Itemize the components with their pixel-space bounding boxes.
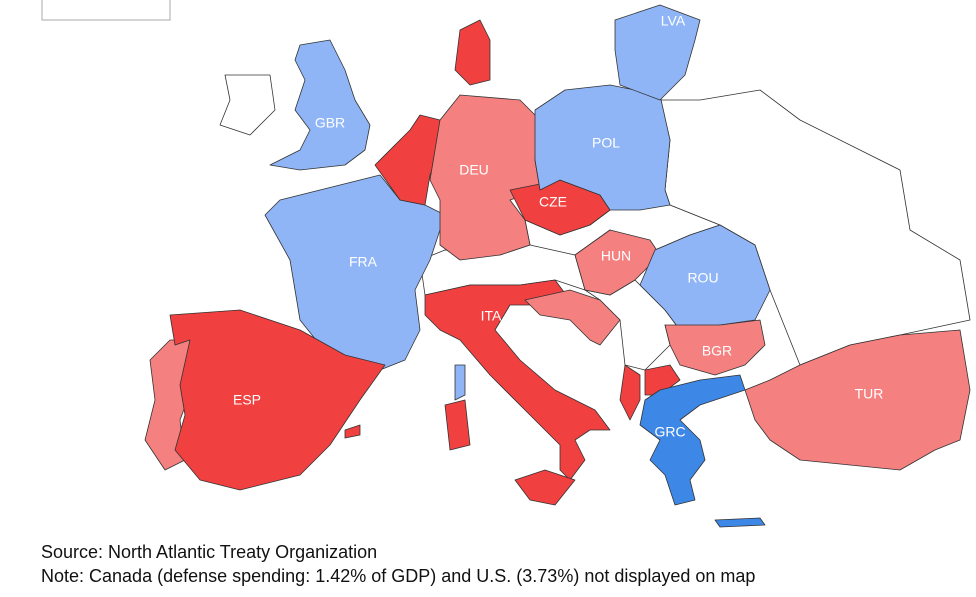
country-label: POL xyxy=(592,135,620,151)
country xyxy=(744,329,971,471)
country xyxy=(264,174,446,371)
country-label: CZE xyxy=(539,194,567,210)
country xyxy=(169,309,386,491)
country xyxy=(619,364,641,421)
country-label: LVA xyxy=(661,13,686,29)
country-label: GRC xyxy=(654,424,685,440)
country-label: DEU xyxy=(459,162,489,178)
country xyxy=(534,84,671,211)
country-label: FRA xyxy=(349,254,378,270)
country-label: ROU xyxy=(687,270,718,286)
country xyxy=(639,224,771,331)
country xyxy=(614,4,701,101)
country xyxy=(219,74,276,136)
island xyxy=(714,517,766,528)
country-label: ESP xyxy=(233,392,261,408)
country xyxy=(524,289,621,346)
country xyxy=(639,374,746,506)
country xyxy=(664,319,766,376)
source: Source: North Atlantic Treaty Organizati… xyxy=(41,542,378,562)
map: LVA GBR DEU POL CZE FRA HUN ROU ITA BGR ESP TUR GRC xyxy=(41,0,971,528)
country xyxy=(454,364,466,401)
country xyxy=(514,469,576,506)
legend-box xyxy=(41,0,171,21)
note: Note: Canada (defense spending: 1.42% of… xyxy=(41,566,756,586)
country-label: HUN xyxy=(601,248,631,264)
country xyxy=(444,399,471,451)
country xyxy=(269,39,371,171)
country-label: ITA xyxy=(481,308,502,324)
country-label: BGR xyxy=(702,343,732,359)
island xyxy=(344,424,361,439)
country-label: GBR xyxy=(315,115,345,131)
country-label: TUR xyxy=(855,386,884,402)
country xyxy=(454,19,491,86)
